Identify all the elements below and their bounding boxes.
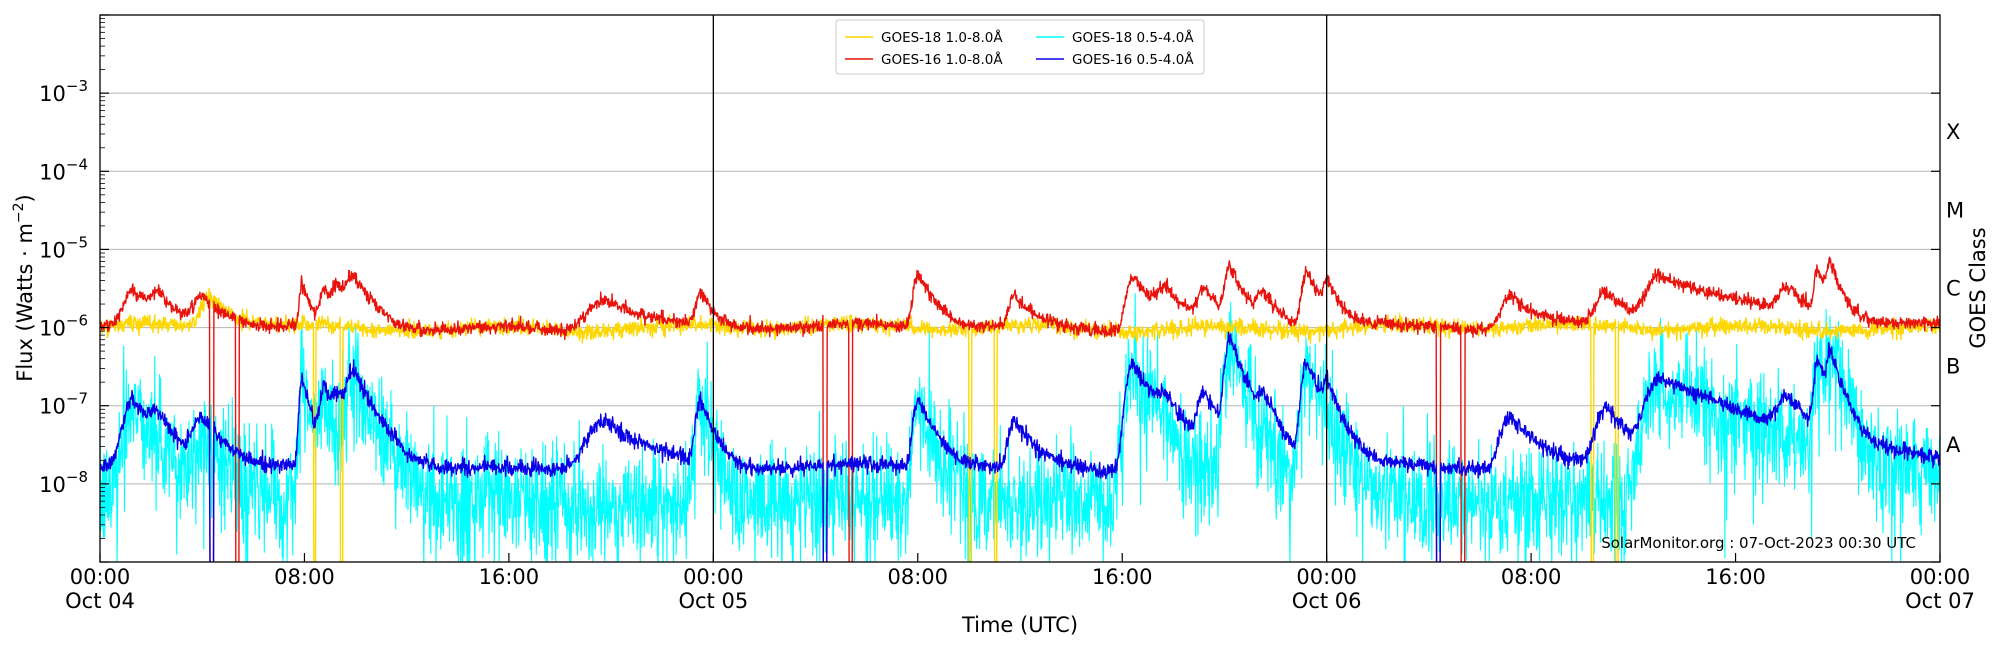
x-tick-date-label: Oct 04 <box>65 589 135 613</box>
y-axis-label: Flux (Watts · m−2) <box>11 194 37 382</box>
legend-label-goes16-long: GOES-16 1.0-8.0Å <box>881 51 1003 68</box>
goes-class-label: C <box>1946 277 1961 301</box>
series-line-3 <box>100 331 1940 562</box>
y-tick-label: 10−8 <box>39 468 88 497</box>
goes-class-label: X <box>1946 120 1960 144</box>
x-tick-label: 16:00 <box>1705 565 1766 589</box>
x-tick-label: 08:00 <box>888 565 949 589</box>
x-tick-label: 08:00 <box>274 565 335 589</box>
credit-text: SolarMonitor.org : 07-Oct-2023 00:30 UTC <box>1601 534 1916 552</box>
series-line-0 <box>100 287 1940 562</box>
y-tick-label: 10−3 <box>39 77 88 106</box>
legend-box <box>835 19 1205 75</box>
x-tick-date-label: Oct 07 <box>1905 589 1975 613</box>
series-line-1 <box>100 256 1940 562</box>
y2-axis-label: GOES Class <box>1966 227 1990 348</box>
x-tick-label: 00:00 <box>683 565 744 589</box>
series-layer <box>100 256 1940 562</box>
legend-label-goes16-short: GOES-16 0.5-4.0Å <box>1072 51 1194 68</box>
y-tick-label: 10−5 <box>39 233 88 262</box>
y-axis-ticks: 10−8 10−7 10−6 10−5 10−4 10−3 <box>39 14 1940 563</box>
legend: GOES-18 1.0-8.0Å GOES-16 1.0-8.0Å GOES-1… <box>835 19 1205 75</box>
x-tick-label: 00:00 <box>1296 565 1357 589</box>
legend-label-goes18-long: GOES-18 1.0-8.0Å <box>881 29 1003 46</box>
x-tick-label: 00:00 <box>1910 565 1971 589</box>
y-tick-label: 10−7 <box>39 390 88 419</box>
goes-class-labels: A B C M X <box>1946 120 1964 457</box>
x-tick-label: 08:00 <box>1501 565 1562 589</box>
series-line-2 <box>100 293 1940 562</box>
x-tick-label: 00:00 <box>70 565 131 589</box>
goes-class-label: A <box>1946 433 1961 457</box>
x-tick-label: 16:00 <box>1092 565 1153 589</box>
x-tick-date-label: Oct 05 <box>678 589 748 613</box>
x-tick-date-label: Oct 06 <box>1292 589 1362 613</box>
plot-frame <box>99 14 1941 563</box>
x-axis-label: Time (UTC) <box>961 613 1078 637</box>
goes-class-label: M <box>1946 198 1964 222</box>
y-tick-label: 10−4 <box>39 155 88 184</box>
x-tick-label: 16:00 <box>479 565 540 589</box>
y-tick-label: 10−6 <box>39 312 88 341</box>
day-boundary-lines <box>712 15 1328 562</box>
legend-label-goes18-short: GOES-18 0.5-4.0Å <box>1072 29 1194 46</box>
goes-class-label: B <box>1946 355 1960 379</box>
